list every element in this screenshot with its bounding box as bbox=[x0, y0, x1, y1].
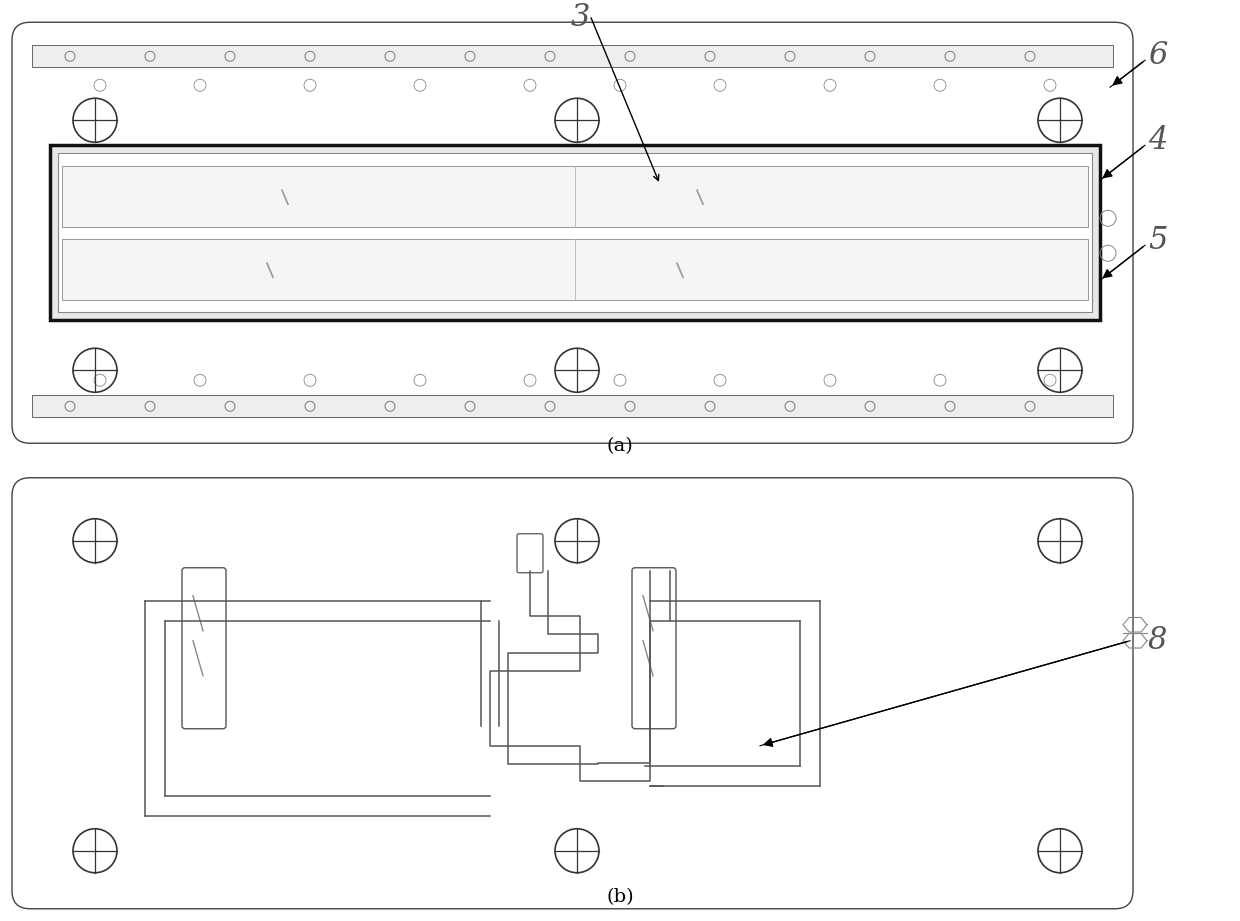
Bar bbox=[62, 239, 1087, 300]
Bar bbox=[32, 395, 1114, 417]
Text: 6: 6 bbox=[1148, 40, 1167, 71]
Text: (b): (b) bbox=[606, 888, 634, 905]
FancyBboxPatch shape bbox=[12, 478, 1133, 909]
Text: (a): (a) bbox=[606, 437, 634, 455]
Text: 8: 8 bbox=[1148, 625, 1167, 657]
Text: 3: 3 bbox=[570, 2, 590, 33]
Bar bbox=[62, 167, 1087, 227]
Bar bbox=[50, 146, 1100, 321]
Bar bbox=[58, 153, 1092, 312]
FancyBboxPatch shape bbox=[182, 567, 226, 729]
Text: 4: 4 bbox=[1148, 124, 1167, 156]
Bar bbox=[32, 45, 1114, 67]
Text: 5: 5 bbox=[1148, 225, 1167, 256]
FancyBboxPatch shape bbox=[12, 22, 1133, 443]
FancyBboxPatch shape bbox=[632, 567, 676, 729]
FancyBboxPatch shape bbox=[517, 534, 543, 573]
